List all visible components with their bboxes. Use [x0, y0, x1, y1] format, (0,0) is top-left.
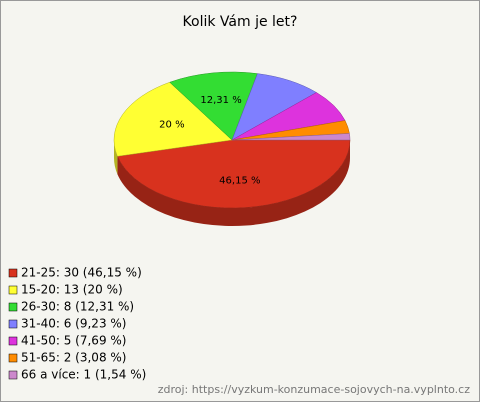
slice — [113, 81, 233, 157]
legend-swatch — [8, 370, 18, 380]
legend-swatch — [8, 268, 18, 278]
slice — [169, 71, 258, 141]
legend-swatch — [8, 302, 18, 312]
legend-label: 51-65: 2 (3,08 %) — [21, 351, 126, 365]
slice-label: 12,31 % — [200, 95, 241, 106]
legend-label: 21-25: 30 (46,15 %) — [21, 266, 142, 280]
source: zdroj: https://vyzkum-konzumace-sojovych… — [158, 383, 470, 396]
legend-label: 66 a více: 1 (1,54 %) — [21, 368, 146, 382]
legend-label: 15-20: 13 (20 %) — [21, 283, 123, 297]
slice-side — [117, 140, 350, 226]
legend-swatch — [8, 353, 18, 363]
legend-swatch — [8, 336, 18, 346]
legend-label: 31-40: 6 (9,23 %) — [21, 317, 126, 331]
slice-label: 46,15 % — [219, 176, 260, 187]
slice — [117, 139, 351, 209]
chart-title: Kolik Vám je let? — [183, 14, 298, 30]
slice — [231, 133, 351, 141]
slice-label: 20 % — [159, 120, 184, 131]
legend-swatch — [8, 285, 18, 295]
legend-swatch — [8, 319, 18, 329]
legend-label: 26-30: 8 (12,31 %) — [21, 300, 134, 314]
legend-label: 41-50: 5 (7,69 %) — [21, 334, 126, 348]
